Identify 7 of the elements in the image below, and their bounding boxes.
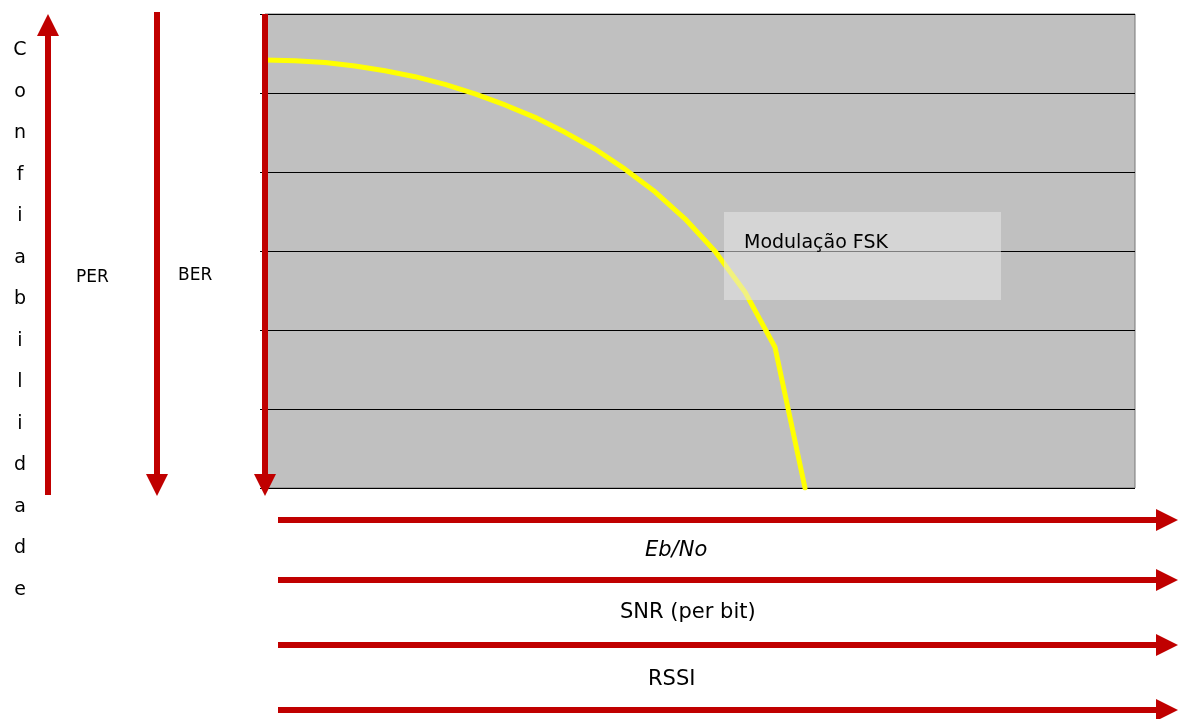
text: SNR (per bit) — [620, 599, 756, 623]
text: Eb/No — [645, 537, 708, 561]
text: RSSI — [648, 666, 696, 690]
text: Confiabilidade — [13, 37, 27, 599]
text: PER — [76, 266, 109, 286]
label-box: Modulação FSK — [724, 212, 1001, 300]
text: BER — [178, 264, 213, 284]
